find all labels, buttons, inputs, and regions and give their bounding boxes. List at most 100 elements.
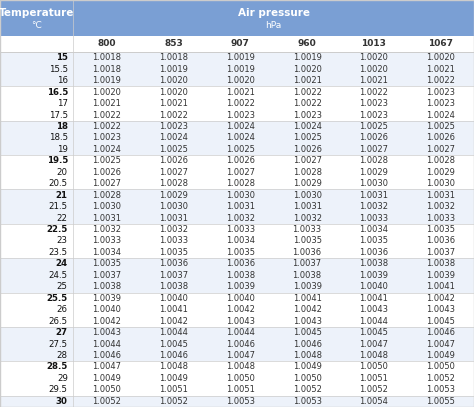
Text: 1.0020: 1.0020 [359,53,388,62]
Text: 1.0050: 1.0050 [426,362,455,372]
Text: 1.0028: 1.0028 [159,179,188,188]
Text: 1.0018: 1.0018 [92,65,121,74]
FancyBboxPatch shape [0,315,474,327]
Text: 1.0032: 1.0032 [92,225,121,234]
Text: 1.0025: 1.0025 [92,156,121,165]
Text: 800: 800 [98,39,116,48]
Text: 1.0027: 1.0027 [226,168,255,177]
Text: 29.5: 29.5 [49,385,68,394]
Text: 20.5: 20.5 [49,179,68,188]
Text: 1.0018: 1.0018 [159,53,188,62]
Text: 1.0052: 1.0052 [292,385,321,394]
FancyBboxPatch shape [0,144,474,155]
Text: 1.0040: 1.0040 [159,294,188,303]
Text: 18.5: 18.5 [49,133,68,142]
Text: °C: °C [31,21,42,30]
Text: 1.0018: 1.0018 [92,53,121,62]
Text: 1.0031: 1.0031 [159,214,188,223]
Text: 1.0024: 1.0024 [426,111,455,120]
Text: 1.0046: 1.0046 [426,328,455,337]
Text: 1.0023: 1.0023 [92,133,121,142]
Text: 1.0043: 1.0043 [92,328,121,337]
Text: 1.0030: 1.0030 [226,191,255,200]
Text: 1.0046: 1.0046 [159,351,188,360]
FancyBboxPatch shape [0,190,474,201]
Text: 17: 17 [57,99,68,108]
Text: 1.0020: 1.0020 [292,65,321,74]
Text: 1.0050: 1.0050 [359,362,388,372]
FancyBboxPatch shape [0,384,474,396]
Text: 1.0052: 1.0052 [359,385,388,394]
Text: 1.0040: 1.0040 [226,294,255,303]
FancyBboxPatch shape [0,36,474,52]
FancyBboxPatch shape [0,269,474,281]
Text: 1.0021: 1.0021 [426,65,455,74]
Text: 1.0052: 1.0052 [159,397,188,406]
Text: 19.5: 19.5 [46,156,68,165]
Text: 1.0038: 1.0038 [426,259,455,268]
Text: 1.0023: 1.0023 [426,99,455,108]
Text: 1.0051: 1.0051 [226,385,255,394]
FancyBboxPatch shape [0,350,474,361]
Text: 1.0024: 1.0024 [159,133,188,142]
Text: 1.0041: 1.0041 [159,305,188,314]
Text: 1.0022: 1.0022 [92,122,121,131]
Text: 1.0028: 1.0028 [426,156,455,165]
Text: 1.0048: 1.0048 [226,362,255,372]
Text: 907: 907 [231,39,250,48]
Text: hPa: hPa [265,21,282,30]
Text: 1.0026: 1.0026 [92,168,121,177]
Text: 15: 15 [56,53,68,62]
Text: 1.0039: 1.0039 [426,271,455,280]
Text: 1.0027: 1.0027 [92,179,121,188]
Text: 1.0019: 1.0019 [292,53,321,62]
Text: 1.0038: 1.0038 [359,259,388,268]
Text: 28.5: 28.5 [46,362,68,372]
Text: 1.0021: 1.0021 [92,99,121,108]
Text: 1.0025: 1.0025 [426,122,455,131]
Text: 1.0052: 1.0052 [92,397,121,406]
Text: 1.0039: 1.0039 [292,282,322,291]
FancyBboxPatch shape [0,75,474,86]
Text: 25: 25 [57,282,68,291]
Text: 1.0050: 1.0050 [292,374,321,383]
Text: 1.0032: 1.0032 [359,202,388,211]
Text: 1.0026: 1.0026 [159,156,188,165]
Text: 27: 27 [55,328,68,337]
Text: 1.0048: 1.0048 [359,351,388,360]
Text: 1.0025: 1.0025 [359,122,388,131]
FancyBboxPatch shape [0,86,474,98]
Text: 1.0026: 1.0026 [426,133,455,142]
Text: 1.0046: 1.0046 [92,351,121,360]
Text: 1.0049: 1.0049 [292,362,321,372]
FancyBboxPatch shape [0,109,474,121]
FancyBboxPatch shape [0,224,474,235]
Text: 1.0023: 1.0023 [426,88,455,97]
Text: 1.0053: 1.0053 [292,397,322,406]
Text: 1.0031: 1.0031 [226,202,255,211]
Text: 1.0038: 1.0038 [292,271,322,280]
Text: 1.0032: 1.0032 [159,225,188,234]
Text: 1.0022: 1.0022 [292,99,321,108]
Text: 1.0048: 1.0048 [159,362,188,372]
Text: 1.0041: 1.0041 [292,294,321,303]
Text: 1.0029: 1.0029 [159,191,188,200]
Text: 1.0029: 1.0029 [426,168,455,177]
Text: 1.0023: 1.0023 [359,99,388,108]
Text: 1.0049: 1.0049 [159,374,188,383]
Text: 1.0042: 1.0042 [292,305,321,314]
Text: 1.0019: 1.0019 [159,65,188,74]
Text: 1.0021: 1.0021 [226,88,255,97]
FancyBboxPatch shape [0,304,474,315]
Text: 1.0042: 1.0042 [159,317,188,326]
Text: 1.0024: 1.0024 [226,133,255,142]
FancyBboxPatch shape [0,178,474,190]
Text: 1.0024: 1.0024 [92,145,121,154]
Text: 1.0036: 1.0036 [426,236,455,245]
Text: 1.0046: 1.0046 [226,339,255,348]
Text: 1.0033: 1.0033 [359,214,388,223]
FancyBboxPatch shape [0,396,474,407]
Text: 1.0047: 1.0047 [92,362,121,372]
Text: 30: 30 [56,397,68,406]
Text: 1.0034: 1.0034 [92,248,121,257]
